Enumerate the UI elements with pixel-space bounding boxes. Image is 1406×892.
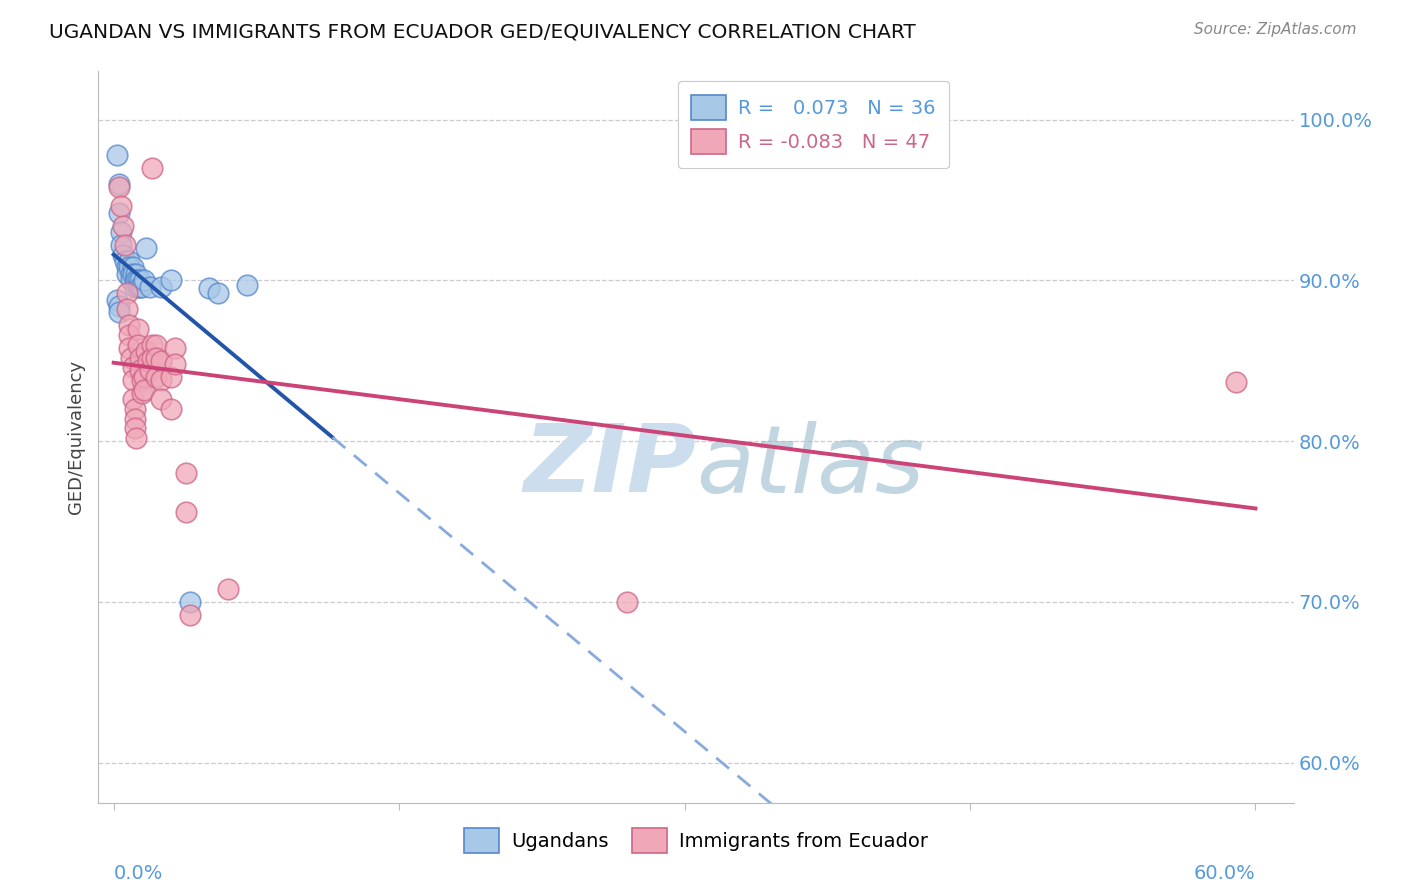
- Text: ZIP: ZIP: [523, 420, 696, 512]
- Text: Source: ZipAtlas.com: Source: ZipAtlas.com: [1194, 22, 1357, 37]
- Point: [125, 267, 148, 281]
- Point: [150, 353, 173, 368]
- Point: [129, 351, 152, 365]
- Point: [108, 177, 131, 191]
- Point: [141, 351, 163, 365]
- Point: [1225, 375, 1247, 389]
- Point: [127, 273, 149, 287]
- Point: [107, 148, 129, 162]
- Point: [125, 273, 148, 287]
- Point: [159, 369, 181, 384]
- Point: [136, 353, 159, 368]
- Point: [112, 247, 135, 261]
- Point: [141, 161, 163, 175]
- Point: [159, 401, 181, 416]
- Point: [179, 607, 201, 622]
- Point: [118, 318, 141, 333]
- Point: [124, 411, 146, 425]
- Point: [108, 299, 131, 313]
- Point: [145, 351, 167, 365]
- Point: [120, 273, 142, 287]
- Point: [129, 273, 152, 287]
- Point: [150, 392, 173, 407]
- Point: [132, 273, 155, 287]
- Point: [108, 305, 131, 319]
- Point: [236, 278, 259, 293]
- Point: [115, 302, 138, 317]
- Text: atlas: atlas: [696, 421, 924, 512]
- Point: [120, 351, 142, 365]
- Point: [217, 582, 239, 596]
- Point: [115, 286, 138, 301]
- Point: [114, 254, 136, 268]
- Point: [127, 337, 149, 351]
- Point: [132, 383, 155, 397]
- Point: [163, 341, 186, 355]
- Point: [132, 369, 155, 384]
- Point: [121, 267, 143, 281]
- Point: [115, 267, 138, 281]
- Point: [150, 279, 173, 293]
- Point: [107, 293, 129, 307]
- Point: [207, 286, 229, 301]
- Point: [159, 273, 181, 287]
- Point: [121, 373, 143, 387]
- Point: [121, 260, 143, 275]
- Point: [145, 337, 167, 351]
- Point: [121, 360, 143, 375]
- Point: [112, 219, 135, 233]
- Point: [127, 321, 149, 335]
- Point: [139, 363, 162, 377]
- Point: [616, 595, 638, 609]
- Point: [135, 344, 157, 359]
- Point: [110, 199, 132, 213]
- Point: [135, 241, 157, 255]
- Point: [110, 225, 132, 239]
- Point: [118, 254, 141, 268]
- Point: [127, 279, 149, 293]
- Point: [118, 341, 141, 355]
- Point: [124, 421, 146, 435]
- Point: [124, 273, 146, 287]
- Point: [124, 401, 146, 416]
- Y-axis label: GED/Equivalency: GED/Equivalency: [67, 360, 86, 514]
- Point: [198, 281, 221, 295]
- Point: [129, 363, 152, 377]
- Point: [125, 431, 148, 445]
- Point: [174, 467, 197, 481]
- Point: [108, 206, 131, 220]
- Point: [118, 260, 141, 275]
- Point: [110, 238, 132, 252]
- Point: [139, 279, 162, 293]
- Point: [145, 369, 167, 384]
- Point: [150, 373, 173, 387]
- Point: [131, 373, 153, 387]
- Text: 60.0%: 60.0%: [1194, 863, 1256, 883]
- Legend: R =   0.073   N = 36, R = -0.083   N = 47: R = 0.073 N = 36, R = -0.083 N = 47: [678, 81, 949, 168]
- Point: [131, 385, 153, 400]
- Point: [179, 595, 201, 609]
- Point: [163, 357, 186, 371]
- Point: [141, 337, 163, 351]
- Point: [120, 267, 142, 281]
- Point: [129, 279, 152, 293]
- Text: UGANDAN VS IMMIGRANTS FROM ECUADOR GED/EQUIVALENCY CORRELATION CHART: UGANDAN VS IMMIGRANTS FROM ECUADOR GED/E…: [49, 22, 915, 41]
- Point: [114, 238, 136, 252]
- Point: [124, 279, 146, 293]
- Point: [118, 328, 141, 343]
- Point: [121, 392, 143, 407]
- Text: 0.0%: 0.0%: [114, 863, 163, 883]
- Point: [131, 279, 153, 293]
- Point: [115, 260, 138, 275]
- Point: [108, 180, 131, 194]
- Point: [174, 505, 197, 519]
